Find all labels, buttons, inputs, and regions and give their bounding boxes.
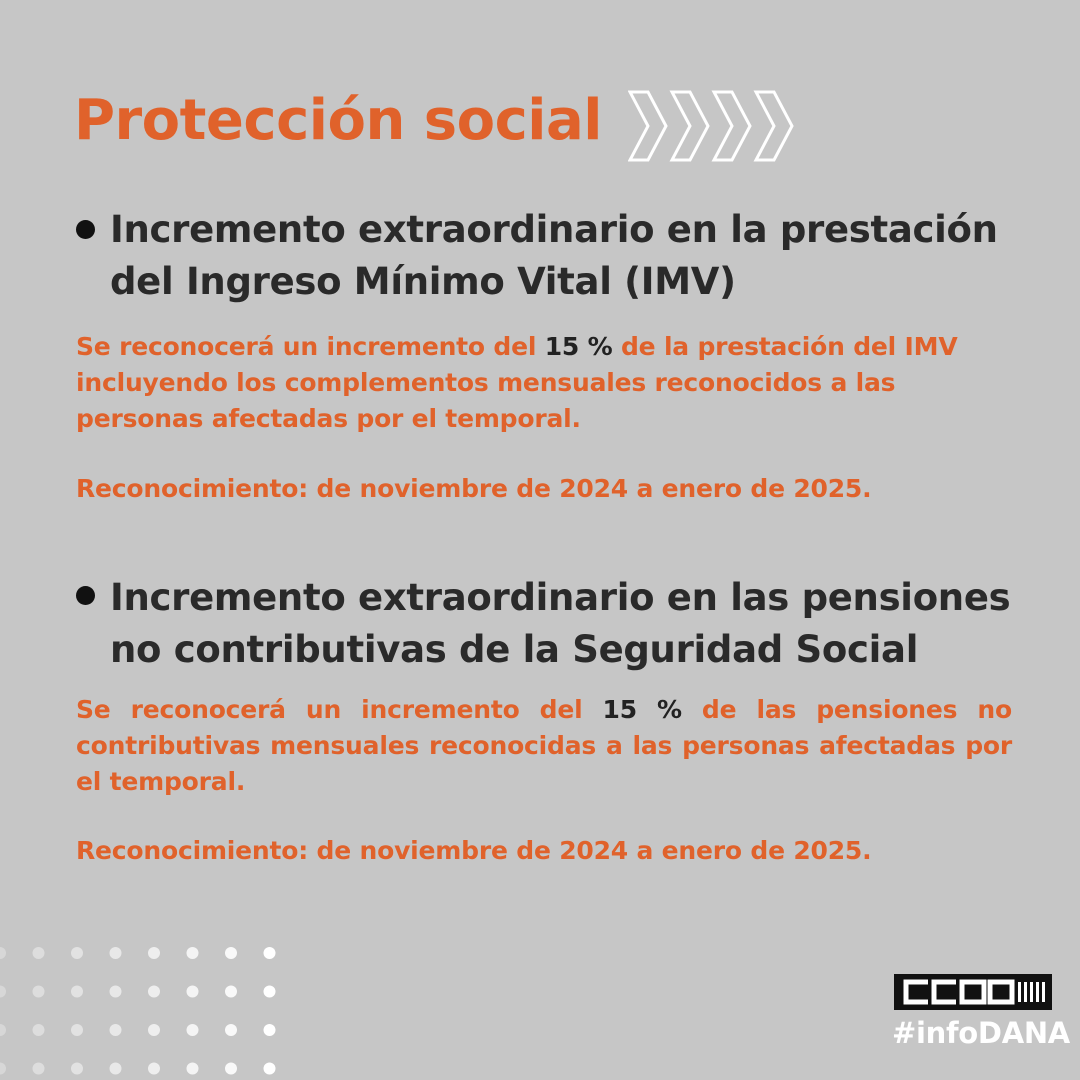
decorative-dot <box>263 1062 276 1075</box>
decorative-dot <box>32 985 45 998</box>
decorative-dot <box>71 1024 83 1036</box>
decorative-dot <box>225 985 237 998</box>
decorative-dot <box>225 947 237 959</box>
body-text-start: Se reconocerá un incremento del <box>76 332 545 361</box>
recognition-dates: Reconocimiento: de noviembre de 2024 a e… <box>76 836 872 865</box>
section-heading-line: no contributivas de la Seguridad Social <box>110 628 919 671</box>
decorative-dot <box>71 1062 83 1075</box>
decorative-dot <box>186 947 199 959</box>
decorative-dot <box>32 947 45 959</box>
chevron-right-icon <box>628 90 794 162</box>
page-title: Protección social <box>74 88 602 153</box>
decorative-dot <box>109 1024 122 1036</box>
decorative-dot <box>225 1062 237 1075</box>
decorative-dot <box>225 1024 237 1036</box>
decorative-dot <box>263 1024 276 1036</box>
decorative-dot <box>0 947 6 959</box>
section-heading-line: Incremento extraordinario en las pension… <box>110 576 1011 619</box>
decorative-dot <box>186 1024 199 1036</box>
decorative-dot <box>32 1062 45 1075</box>
decorative-dot <box>148 985 160 998</box>
decorative-dot <box>186 985 199 998</box>
body-text-start: Se reconocerá un incremento del <box>76 695 603 724</box>
decorative-dot <box>71 985 83 998</box>
section-body: Se reconocerá un incremento del 15 % de … <box>76 692 1012 800</box>
percentage-highlight: 15 % <box>544 332 613 361</box>
section-heading-line: Incremento extraordinario en la prestaci… <box>110 208 998 251</box>
decorative-dot <box>148 1062 160 1075</box>
decorative-dot <box>186 1062 199 1075</box>
decorative-dot <box>109 985 122 998</box>
body-text-end: de la prestación del IMV incluyendo los … <box>76 332 958 433</box>
recognition-dates: Reconocimiento: de noviembre de 2024 a e… <box>76 474 872 503</box>
decorative-dot <box>148 1024 160 1036</box>
section-heading: Incremento extraordinario en la prestaci… <box>110 204 998 308</box>
hashtag-label: #infoDANA <box>892 1016 1070 1050</box>
decorative-dot <box>109 947 122 959</box>
decorative-dot <box>0 985 6 998</box>
decorative-dot <box>263 985 276 998</box>
decorative-dot <box>32 1024 45 1036</box>
section-heading-line: del Ingreso Mínimo Vital (IMV) <box>110 260 736 303</box>
body-text-end: de las pensiones no contributivas mensua… <box>76 695 1012 796</box>
decorative-dot <box>109 1062 122 1075</box>
decorative-dot <box>0 1024 6 1036</box>
percentage-highlight: 15 % <box>602 695 683 724</box>
decorative-dot <box>71 947 83 959</box>
decorative-dot <box>0 1062 6 1075</box>
decorative-dot <box>263 947 276 959</box>
bullet-dot-icon <box>76 586 95 605</box>
bullet-dot-icon <box>76 220 95 239</box>
section-heading: Incremento extraordinario en las pension… <box>110 572 1011 676</box>
dot-grid-decoration <box>0 947 276 1075</box>
section-body: Se reconocerá un incremento del 15 % de … <box>76 329 1012 437</box>
decorative-dot <box>148 947 160 959</box>
ccoo-logo <box>894 974 1052 1010</box>
